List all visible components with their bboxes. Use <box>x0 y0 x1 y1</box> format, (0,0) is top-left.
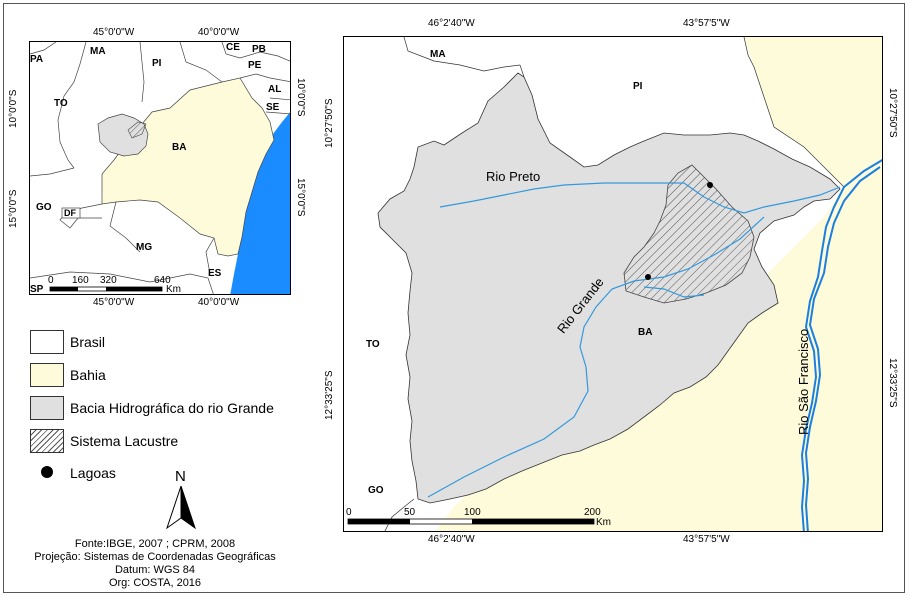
inset-label-pe: PE <box>248 60 262 71</box>
legend-label-lagoas: Lagoas <box>70 465 116 481</box>
inset-scale-bar <box>49 286 163 292</box>
main-scale-50: 50 <box>404 507 416 518</box>
legend-swatch-bahia <box>30 363 64 387</box>
credits-projection: Projeção: Sistemas de Coordenadas Geográ… <box>34 551 276 563</box>
inset-label-pa: PA <box>30 54 44 65</box>
main-rivers <box>427 182 841 498</box>
legend-swatch-basin <box>30 396 64 420</box>
inset-label-df: DF <box>64 208 76 218</box>
main-coord-top-1: 46°2'40"W <box>428 18 475 29</box>
main-label-ma: MA <box>430 49 446 60</box>
inset-coord-left-2: 15°0'0"S <box>8 189 19 228</box>
inset-label-ba: BA <box>172 142 187 153</box>
main-coord-right-2: 12°33'25"S <box>887 358 898 408</box>
main-scale-unit: Km <box>596 517 611 528</box>
inset-coord-right-1: 10°0'0"S <box>295 78 306 117</box>
inset-label-mg: MG <box>136 242 153 253</box>
main-label-pi: PI <box>633 81 643 92</box>
legend-swatch-lake-system <box>30 429 64 453</box>
legend-label-bahia: Bahia <box>70 367 106 383</box>
inset-label-go: GO <box>36 202 52 213</box>
legend-label-basin: Bacia Hidrográfica do rio Grande <box>70 400 274 416</box>
inset-label-se: SE <box>266 102 280 113</box>
inset-coord-left-1: 10°0'0"S <box>8 89 19 128</box>
main-coord-right-1: 10°27'50"S <box>887 88 898 138</box>
main-coord-left-1: 10°27'50"S <box>324 98 335 149</box>
main-label-ba: BA <box>638 327 653 338</box>
inset-label-es: ES <box>208 268 222 279</box>
main-sao-francisco <box>800 159 882 531</box>
main-label-to: TO <box>366 339 380 350</box>
main-coord-bottom-1: 46°2'40"W <box>428 534 475 545</box>
main-coord-top-2: 43°57'5"W <box>683 18 730 29</box>
credits-org: Org: COSTA, 2016 <box>108 577 202 589</box>
legend-label-lake-system: Sistema Lacustre <box>70 433 179 449</box>
inset-label-to: TO <box>54 98 68 109</box>
inset-label-sp: SP <box>30 284 44 295</box>
inset-scale-640: 640 <box>154 275 171 286</box>
main-lagoa-2 <box>645 274 651 280</box>
inset-label-ce: CE <box>226 42 240 53</box>
legend-swatch-brasil <box>30 330 64 354</box>
credits-datum: Datum: WGS 84 <box>114 564 196 576</box>
main-state-borders <box>384 37 845 531</box>
inset-coord-top-2: 40°0'0"W <box>198 27 240 38</box>
inset-label-ma: MA <box>90 46 106 57</box>
inset-coord-bottom-2: 40°0'0"W <box>198 297 240 308</box>
inset-lake-system <box>127 121 147 139</box>
inset-coord-right-2: 15°0'0"S <box>295 178 306 217</box>
main-scale-200: 200 <box>584 507 601 518</box>
inset-ocean <box>230 112 290 294</box>
main-label-go: GO <box>368 485 384 496</box>
inset-coord-bottom-1: 45°0'0"W <box>93 297 135 308</box>
outer-frame <box>3 3 905 593</box>
inset-map: PA MA CE PB PI PE AL SE TO BA GO DF MG E… <box>29 41 291 295</box>
main-scale-bar <box>347 518 595 525</box>
north-arrow-label: N <box>175 468 186 485</box>
inset-coord-top-1: 45°0'0"W <box>93 27 135 38</box>
main-scale-0: 0 <box>346 507 352 518</box>
inset-scale-320: 320 <box>100 275 117 286</box>
legend-label-brasil: Brasil <box>70 334 106 350</box>
inset-df-box <box>61 207 81 219</box>
main-scale-100: 100 <box>464 507 481 518</box>
inset-label-pi: PI <box>152 58 162 69</box>
main-label-rio-preto: Rio Preto <box>486 169 541 184</box>
main-label-rio-sao-francisco: Rio São Francisco <box>796 328 811 435</box>
inset-label-al: AL <box>268 84 282 95</box>
main-coord-left-2: 12°33'25"S <box>324 370 335 421</box>
main-coord-bottom-2: 43°57'5"W <box>683 534 730 545</box>
inset-scale-unit: Km <box>166 284 181 295</box>
inset-scale-160: 160 <box>72 275 89 286</box>
credits-source: Fonte:IBGE, 2007 ; CPRM, 2008 <box>74 538 236 550</box>
inset-label-pb: PB <box>252 44 266 55</box>
main-basin <box>377 72 841 504</box>
main-bahia-region <box>435 37 882 531</box>
inset-scale-0: 0 <box>48 275 54 286</box>
main-lagoa-1 <box>707 182 713 188</box>
main-map: MA PI TO BA GO Rio Preto Rio Grande Rio … <box>343 36 883 532</box>
